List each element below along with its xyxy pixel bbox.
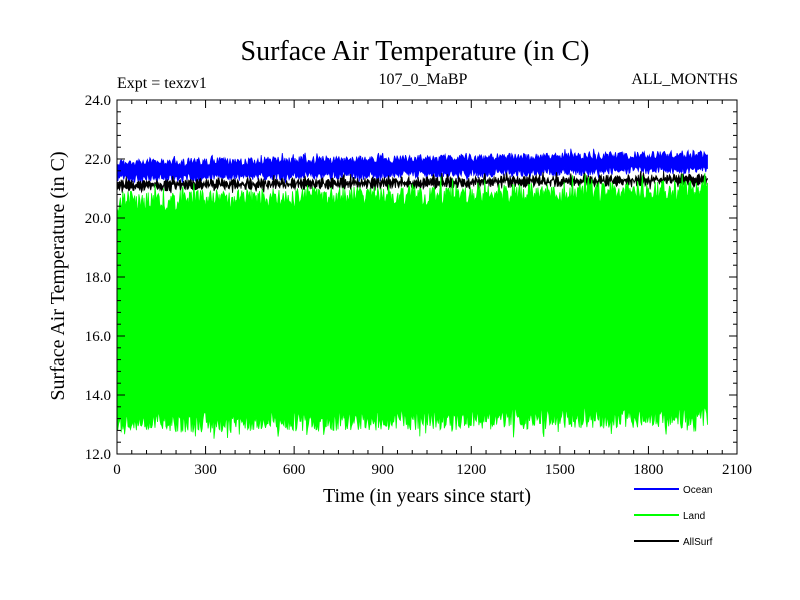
x-tick-label: 900 xyxy=(371,462,394,478)
plot-area xyxy=(116,148,708,439)
chart-subtitle-period: 107_0_MaBP xyxy=(379,71,468,88)
y-tick-label: 24.0 xyxy=(85,93,111,109)
chart-subtitle-experiment: Expt = texzv1 xyxy=(117,75,207,92)
chart-subtitle-months: ALL_MONTHS xyxy=(631,71,738,88)
x-tick-label: 600 xyxy=(283,462,306,478)
chart-legend: Ocean Land AllSurf xyxy=(634,485,713,548)
legend-label-ocean: Ocean xyxy=(683,485,712,496)
chart-title: Surface Air Temperature (in C) xyxy=(241,36,590,67)
x-tick-label: 0 xyxy=(113,462,121,478)
series-land xyxy=(116,173,708,439)
x-tick-label: 1500 xyxy=(545,462,575,478)
chart-axes: 0 300 600 900 1200 1500 1800 2100 12.0 14.0 16.0 18… xyxy=(85,93,752,478)
y-tick-label: 18.0 xyxy=(85,270,111,286)
x-axis-label: Time (in years since start) xyxy=(323,485,531,507)
y-tick-label: 20.0 xyxy=(85,211,111,227)
y-tick-label: 12.0 xyxy=(85,447,111,463)
y-tick-label: 22.0 xyxy=(85,152,111,168)
y-tick-label: 16.0 xyxy=(85,329,111,345)
x-tick-label: 2100 xyxy=(722,462,752,478)
x-tick-label: 300 xyxy=(194,462,217,478)
series-ocean xyxy=(116,148,708,185)
series-allsurf xyxy=(116,170,708,194)
y-tick-label: 14.0 xyxy=(85,388,111,404)
x-tick-label: 1200 xyxy=(456,462,486,478)
y-axis-label: Surface Air Temperature (in C) xyxy=(47,151,69,400)
legend-label-allsurf: AllSurf xyxy=(683,537,713,548)
x-tick-label: 1800 xyxy=(633,462,663,478)
legend-label-land: Land xyxy=(683,511,705,522)
